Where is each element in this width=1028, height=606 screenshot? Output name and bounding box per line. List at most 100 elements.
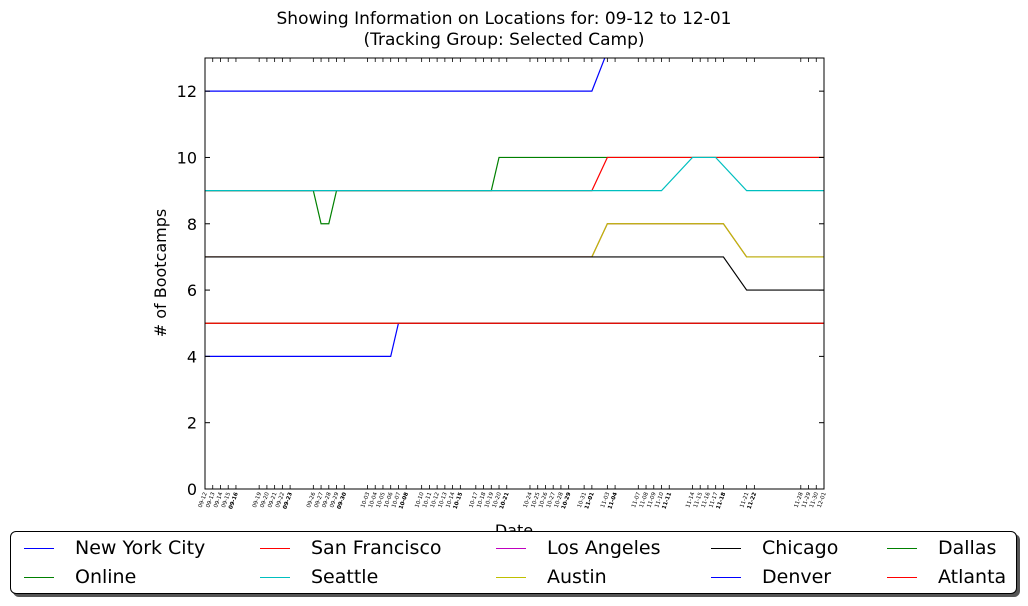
x-tick-label: 10-06 — [383, 491, 394, 509]
x-tick-label: 09-23 — [282, 491, 294, 510]
x-tick-label: 10-19 — [484, 491, 495, 509]
legend-label: Atlanta — [938, 566, 1007, 588]
x-tick-label: 09-21 — [267, 492, 278, 509]
legend-item-denver: Denver — [711, 563, 831, 591]
x-tick-label: 10-20 — [492, 491, 503, 509]
x-tick-label: 11-09 — [647, 491, 658, 509]
x-tick-label: 11-29 — [801, 491, 812, 509]
y-tick-label: 0 — [187, 480, 197, 499]
legend-label: Chicago — [762, 537, 839, 559]
legend-item-seattle: Seattle — [260, 563, 378, 591]
series-line-seattle — [205, 156, 824, 192]
legend-item-atlanta: Atlanta — [887, 563, 1006, 591]
y-tick-label: 6 — [187, 281, 197, 300]
x-tick-label: 09-13 — [206, 491, 217, 509]
legend-swatch — [887, 547, 917, 549]
x-tick-label: 11-01 — [584, 491, 596, 510]
legend-swatch — [887, 576, 917, 578]
legend-swatch — [260, 576, 290, 578]
legend-item-san-francisco: San Francisco — [260, 534, 442, 562]
x-tick-label: 10-07 — [391, 491, 402, 509]
legend-item-austin: Austin — [496, 563, 607, 591]
x-tick-label: 10-27 — [546, 491, 557, 509]
x-tick-label: 09-15 — [221, 491, 232, 509]
x-tick-label: 10-18 — [476, 491, 487, 509]
y-tick-label: 12 — [177, 82, 197, 101]
x-tick-label: 11-11 — [661, 491, 673, 510]
x-tick-label: 09-26 — [306, 491, 317, 509]
x-tick-label: 10-31 — [577, 492, 588, 509]
legend: New York City Online San Francisco Seattle L… — [10, 531, 1017, 594]
legend-label: Denver — [762, 566, 832, 588]
x-tick-label: 11-04 — [607, 491, 619, 510]
chart-title: Showing Information on Locations for: 09… — [277, 9, 732, 29]
plot-frame — [204, 57, 825, 490]
x-tick-label: 10-04 — [368, 491, 379, 509]
y-tick-label: 10 — [177, 148, 197, 167]
legend-item-chicago: Chicago — [711, 534, 838, 562]
series-line-austin — [205, 223, 824, 258]
x-tick-label: 09-12 — [198, 492, 209, 509]
chart-subtitle: (Tracking Group: Selected Camp) — [363, 30, 644, 50]
series-layer — [205, 58, 824, 357]
x-tick-label: 11-18 — [716, 491, 728, 510]
x-tick-label: 11-21 — [739, 492, 750, 509]
series-line-chicago — [205, 256, 824, 291]
legend-label: Los Angeles — [547, 537, 661, 559]
x-tick-label: 12-01 — [817, 492, 828, 509]
legend-item-dallas: Dallas — [887, 534, 996, 562]
x-tick-label: 09-16 — [228, 491, 240, 510]
legend-label: San Francisco — [311, 537, 442, 559]
x-tick-label: 11-30 — [809, 491, 820, 509]
legend-label: Online — [75, 566, 137, 588]
x-tick-label: 09-14 — [213, 491, 224, 509]
x-tick-label: 11-17 — [708, 491, 719, 509]
legend-swatch — [24, 547, 54, 549]
x-tick-label: 10-05 — [376, 491, 387, 509]
y-axis-label: # of Bootcamps — [151, 209, 170, 338]
x-tick-label: 10-10 — [414, 491, 425, 509]
legend-label: Austin — [547, 566, 607, 588]
x-tick-label: 09-28 — [322, 491, 333, 509]
x-tick-label: 11-08 — [639, 491, 650, 509]
x-tick-label: 10-26 — [538, 491, 549, 509]
x-tick-label: 10-17 — [469, 491, 480, 509]
x-tick-label: 10-13 — [438, 491, 449, 509]
x-tick-label: 10-15 — [453, 491, 465, 510]
x-tick-label: 09-20 — [260, 491, 271, 509]
x-tick-label: 11-15 — [693, 491, 704, 509]
legend-label: Seattle — [311, 566, 379, 588]
x-tick-label: 10-12 — [430, 492, 441, 509]
legend-label: Dallas — [938, 537, 997, 559]
x-tick-label: 11-28 — [794, 491, 805, 509]
x-tick-label: 10-08 — [398, 491, 410, 510]
x-tick-label: 11-03 — [600, 491, 611, 509]
x-tick-label: 11-10 — [654, 491, 665, 509]
series-line-online — [205, 156, 824, 225]
legend-swatch — [711, 576, 741, 578]
x-tick-label: 10-14 — [445, 491, 456, 509]
y-tick-label: 4 — [187, 347, 197, 366]
x-tick-label: 10-29 — [561, 491, 573, 510]
legend-swatch — [496, 547, 526, 549]
x-tick-label: 09-22 — [275, 492, 286, 509]
x-tick-label: 11-14 — [685, 491, 696, 509]
legend-item-new-york-city: New York City — [24, 534, 205, 562]
x-tick-label: 09-29 — [329, 491, 340, 509]
x-tick-label: 10-11 — [422, 492, 433, 509]
legend-swatch — [260, 547, 290, 549]
series-line-los-angeles — [205, 223, 824, 258]
legend-item-los-angeles: Los Angeles — [496, 534, 660, 562]
legend-swatch — [24, 576, 54, 578]
x-tick-label: 10-25 — [530, 491, 541, 509]
legend-swatch — [711, 547, 741, 549]
y-tick-label: 2 — [187, 414, 197, 433]
x-tick-label: 10-03 — [360, 491, 371, 509]
series-line-new-york-city — [205, 58, 606, 92]
x-tick-label: 11-07 — [631, 491, 642, 509]
legend-label: New York City — [75, 537, 206, 559]
x-tick-label: 11-16 — [701, 491, 712, 509]
x-tick-label: 09-27 — [314, 491, 325, 509]
